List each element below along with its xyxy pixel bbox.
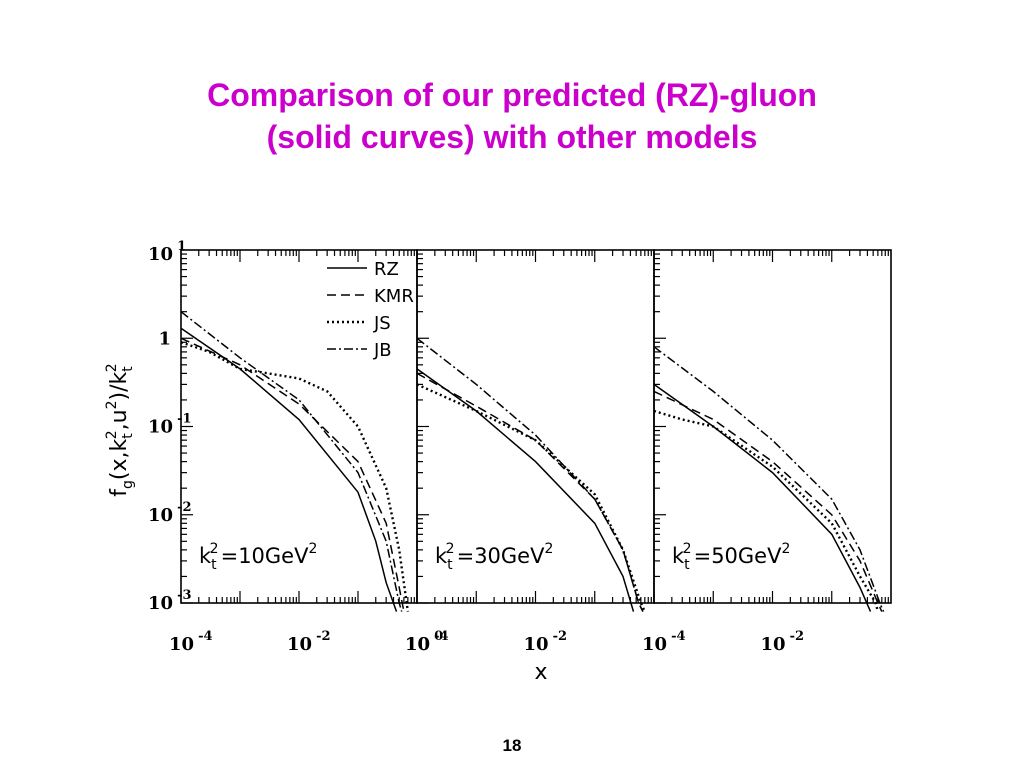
series-rz-panel-2: [416, 368, 635, 612]
panel-label-3: kt2=50GeV2: [672, 541, 790, 573]
x-tick-label: 10 -2: [524, 629, 568, 655]
series-jb-panel-2: [416, 337, 644, 612]
y-tick-label: 10 -2: [148, 500, 192, 526]
legend-label-jb: JB: [373, 340, 392, 361]
series-js-panel-2: [416, 383, 646, 613]
title-line-2: (solid curves) with other models: [266, 119, 758, 155]
series-kmr-panel-1: [180, 337, 405, 612]
panel-label-2: kt2=30GeV2: [435, 541, 553, 573]
x-tick-label: 10 -4: [642, 629, 686, 655]
y-tick-label: 1: [158, 328, 171, 349]
series-kmr-panel-2: [416, 372, 644, 612]
x-tick-label: 10 -2: [287, 629, 331, 655]
series-kmr-panel-3: [653, 390, 883, 612]
x-tick-label: 10 -4: [169, 629, 213, 655]
legend-label-js: JS: [373, 313, 391, 334]
title-line-1: Comparison of our predicted (RZ)-gluon: [207, 77, 817, 113]
x-tick-label: 10 -4: [405, 629, 449, 655]
series-jb-panel-3: [653, 346, 885, 612]
series-js-panel-1: [180, 341, 410, 612]
legend-label-rz: RZ: [374, 259, 399, 280]
page-number: 18: [502, 736, 522, 755]
slide-title: Comparison of our predicted (RZ)-gluon (…: [0, 74, 1024, 158]
x-tick-label: 10 0: [405, 629, 443, 655]
x-axis-label: x: [534, 660, 547, 685]
series-rz-panel-3: [653, 383, 872, 612]
legend-label-kmr: KMR: [374, 286, 414, 307]
series-js-panel-3: [653, 409, 880, 612]
y-tick-label: 10 -1: [148, 412, 192, 438]
y-axis-label: fg(x,kt2,u2)/kt2: [104, 363, 136, 496]
x-tick-label: 10 -2: [761, 629, 805, 655]
panel-label-1: kt2=10GeV2: [199, 541, 317, 573]
y-tick-label: 10 1: [148, 239, 186, 265]
y-tick-label: 10 -3: [148, 588, 192, 614]
series-rz-panel-1: [180, 327, 398, 612]
series-jb-panel-1: [180, 311, 403, 612]
